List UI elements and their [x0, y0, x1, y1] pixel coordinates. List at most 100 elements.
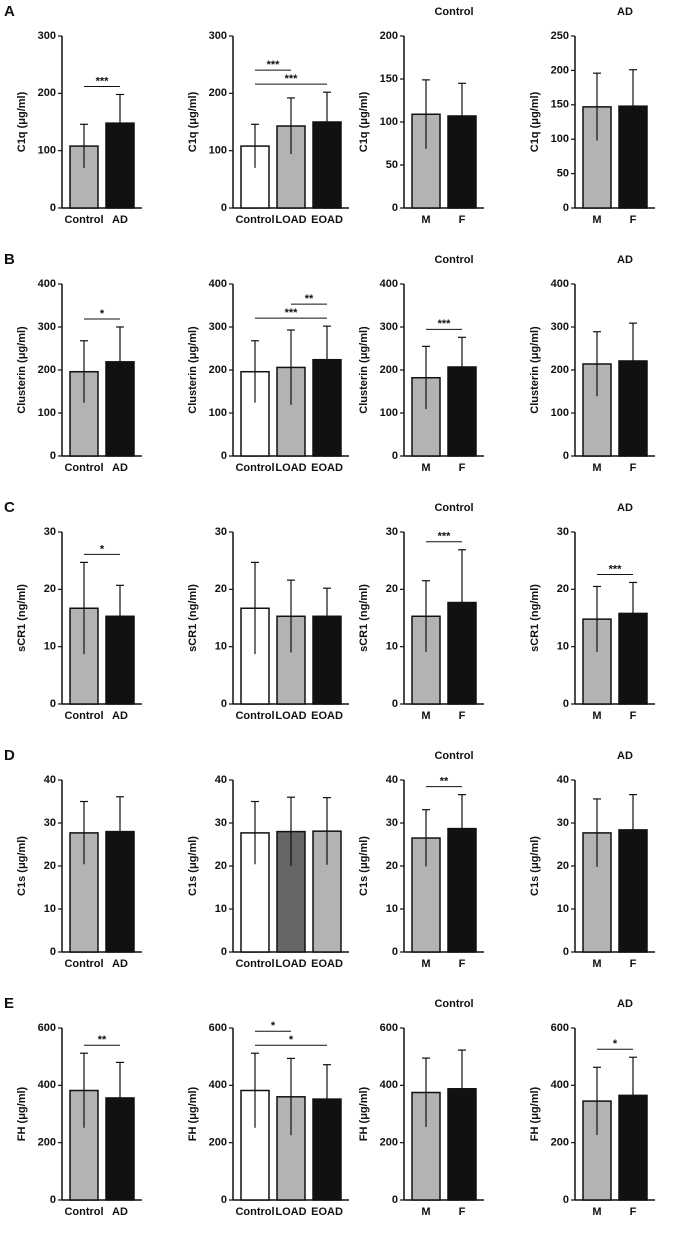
significance-label: *** [438, 531, 452, 543]
y-tick-label: 250 [551, 30, 569, 42]
y-tick-label: 100 [551, 133, 569, 145]
y-tick-label: 600 [380, 1022, 398, 1034]
y-axis-label: sCR1 (ng/ml) [529, 584, 541, 652]
y-axis-label: Clusterin (μg/ml) [358, 326, 370, 414]
y-tick-label: 600 [38, 1022, 56, 1034]
x-tick-label: Control [64, 462, 103, 474]
x-tick-label: F [630, 710, 637, 722]
x-tick-label: F [630, 462, 637, 474]
panel-label: C [4, 499, 15, 516]
y-tick-label: 20 [44, 860, 56, 872]
y-tick-label: 10 [215, 903, 227, 915]
x-tick-label: F [630, 958, 637, 970]
y-tick-label: 30 [44, 817, 56, 829]
chart: sCR1 (ng/ml) 0 10 20 30 Control LOAD EOAD [187, 526, 349, 722]
chart: Control FH (μg/ml) 0 200 400 600 M F [358, 998, 484, 1218]
y-tick-label: 200 [380, 1137, 398, 1149]
y-axis-label: C1q (μg/ml) [529, 91, 541, 152]
panel-label: E [4, 995, 14, 1012]
x-tick-label: EOAD [311, 214, 343, 226]
y-axis-label: FH (μg/ml) [529, 1086, 541, 1141]
y-axis-label: Clusterin (μg/ml) [187, 326, 199, 414]
y-tick-label: 20 [44, 583, 56, 595]
x-tick-label: Control [64, 958, 103, 970]
y-tick-label: 200 [38, 364, 56, 376]
significance-label: * [100, 543, 105, 555]
y-tick-label: 40 [557, 774, 569, 786]
significance-label: *** [267, 59, 281, 71]
y-tick-label: 20 [386, 583, 398, 595]
chart: Control Clusterin (μg/ml) 0 100 200 300 400 M F *… [358, 254, 484, 474]
y-axis-label: FH (μg/ml) [358, 1086, 370, 1141]
significance-label: * [613, 1038, 618, 1050]
x-tick-label: F [459, 958, 466, 970]
significance-label: * [271, 1020, 276, 1032]
x-tick-label: AD [112, 1206, 128, 1218]
y-tick-label: 0 [221, 1194, 227, 1206]
chart: C1q (μg/ml) 0 100 200 300 Control AD *** [16, 30, 142, 226]
x-tick-label: M [421, 214, 430, 226]
y-tick-label: 150 [551, 99, 569, 111]
y-axis-label: C1s (μg/ml) [16, 836, 28, 896]
chart: AD Clusterin (μg/ml) 0 100 200 300 400 M F [529, 254, 655, 474]
y-tick-label: 30 [215, 817, 227, 829]
y-tick-label: 0 [392, 946, 398, 958]
x-tick-label: Control [235, 958, 274, 970]
y-tick-label: 30 [44, 526, 56, 538]
y-tick-label: 0 [392, 450, 398, 462]
y-tick-label: 0 [392, 202, 398, 214]
x-tick-label: M [421, 958, 430, 970]
y-tick-label: 200 [38, 1137, 56, 1149]
x-tick-label: AD [112, 710, 128, 722]
y-tick-label: 300 [380, 321, 398, 333]
x-tick-label: Control [64, 214, 103, 226]
chart-title: Control [434, 254, 473, 266]
panel-label: B [4, 251, 15, 268]
x-tick-label: EOAD [311, 958, 343, 970]
y-tick-label: 200 [209, 364, 227, 376]
y-tick-label: 20 [215, 860, 227, 872]
chart-title: AD [617, 998, 633, 1010]
x-tick-label: AD [112, 958, 128, 970]
y-tick-label: 300 [551, 321, 569, 333]
y-tick-label: 0 [563, 450, 569, 462]
x-tick-label: M [421, 462, 430, 474]
chart: AD sCR1 (ng/ml) 0 10 20 30 M F *** [529, 502, 655, 722]
x-tick-label: AD [112, 214, 128, 226]
y-tick-label: 0 [50, 202, 56, 214]
x-tick-label: LOAD [275, 1206, 306, 1218]
y-tick-label: 50 [557, 168, 569, 180]
chart: Control sCR1 (ng/ml) 0 10 20 30 M F *** [358, 502, 484, 722]
x-tick-label: M [592, 1206, 601, 1218]
significance-label: ** [98, 1034, 107, 1046]
y-tick-label: 10 [386, 641, 398, 653]
chart-title: Control [434, 998, 473, 1010]
y-tick-label: 600 [551, 1022, 569, 1034]
y-tick-label: 100 [209, 145, 227, 157]
y-tick-label: 100 [38, 407, 56, 419]
y-tick-label: 50 [386, 159, 398, 171]
significance-label: *** [438, 318, 452, 330]
panel-label: D [4, 747, 15, 764]
x-tick-label: M [421, 710, 430, 722]
y-tick-label: 20 [215, 583, 227, 595]
y-tick-label: 400 [38, 278, 56, 290]
y-tick-label: 400 [380, 1079, 398, 1091]
x-tick-label: M [592, 214, 601, 226]
x-tick-label: F [459, 462, 466, 474]
y-axis-label: FH (μg/ml) [16, 1086, 28, 1141]
y-tick-label: 0 [392, 698, 398, 710]
y-tick-label: 0 [221, 450, 227, 462]
y-tick-label: 10 [44, 903, 56, 915]
y-axis-label: C1s (μg/ml) [187, 836, 199, 896]
x-tick-label: F [630, 1206, 637, 1218]
chart: C1q (μg/ml) 0 100 200 300 Control LOAD EOAD *** *… [187, 30, 349, 226]
chart: Clusterin (μg/ml) 0 100 200 300 400 Control LOA… [187, 278, 349, 474]
chart-title: Control [434, 6, 473, 18]
y-axis-label: sCR1 (ng/ml) [358, 584, 370, 652]
y-tick-label: 150 [380, 73, 398, 85]
chart: Clusterin (μg/ml) 0 100 200 300 400 Control AD * [16, 278, 142, 474]
y-tick-label: 200 [551, 1137, 569, 1149]
y-axis-label: C1q (μg/ml) [16, 91, 28, 152]
